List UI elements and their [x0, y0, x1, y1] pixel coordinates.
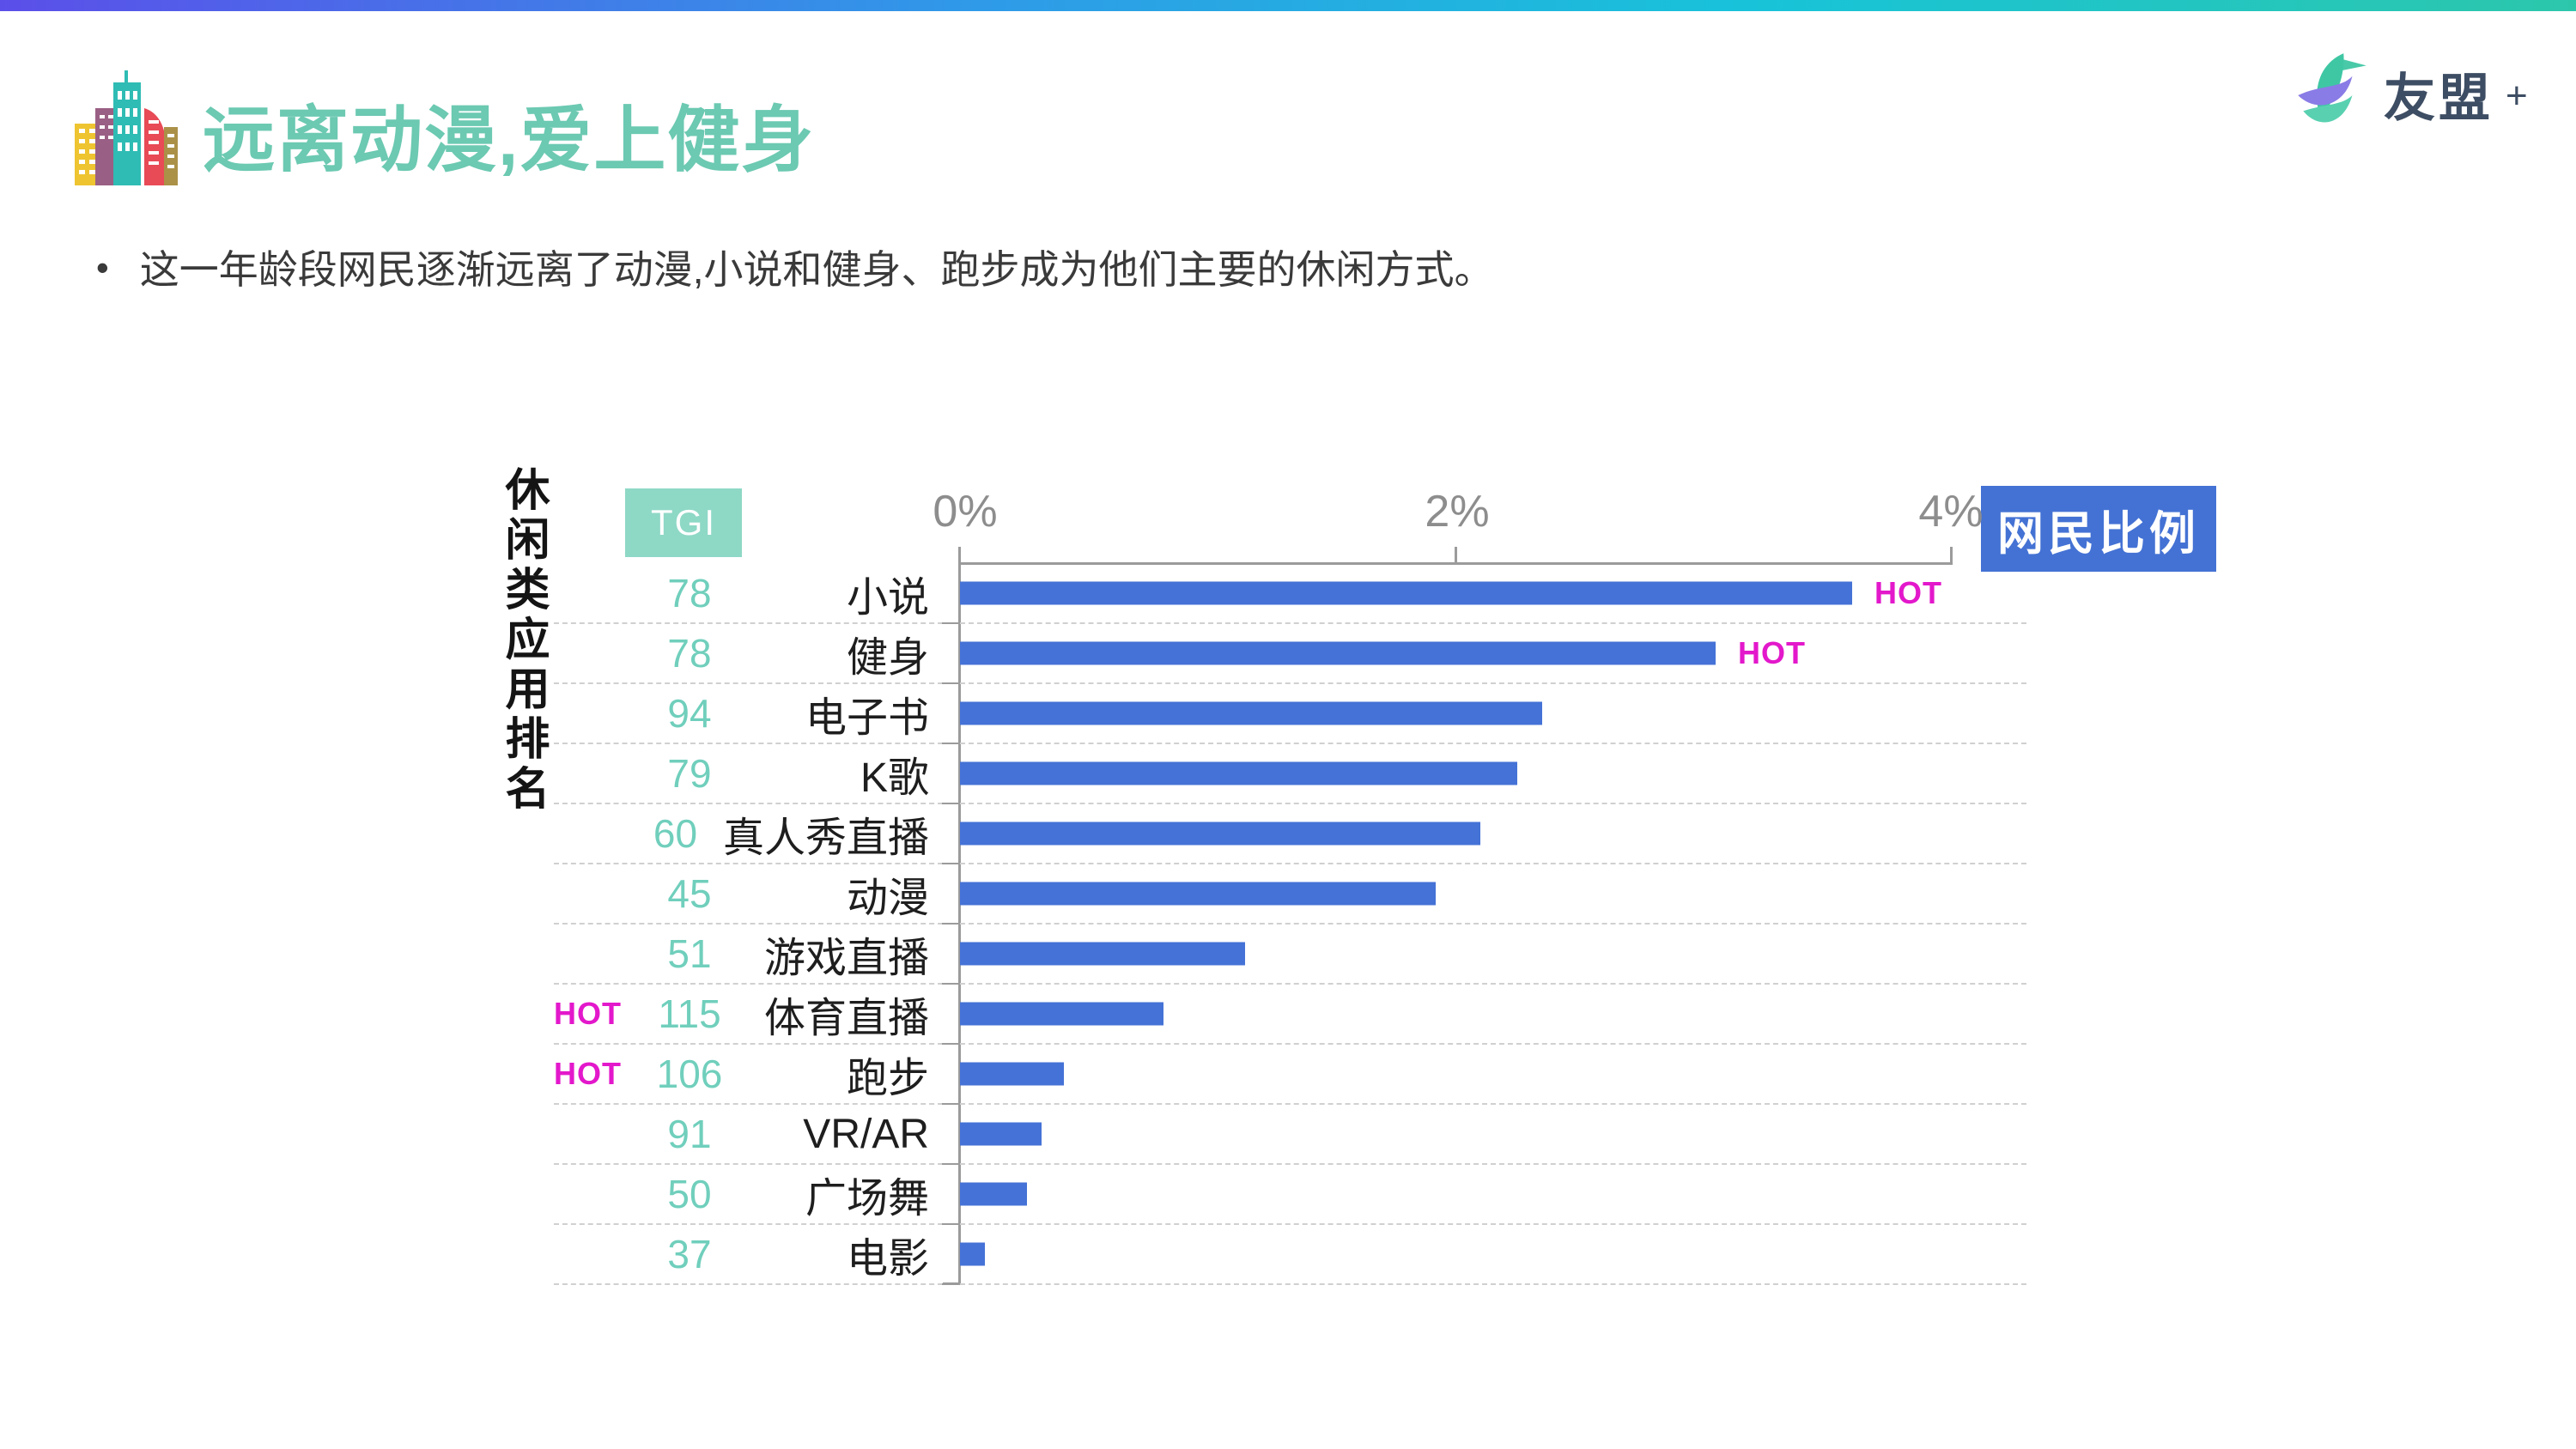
axis-tick-4pct	[1950, 547, 1953, 563]
axis-vertical-line	[958, 547, 961, 1285]
chart-left-rows: 78 小说 78 健身 94 电子书 79 K歌 60 真人秀直播 45 动漫 51 游戏直播 HOT 115…	[554, 564, 951, 1285]
bullet-text: 这一年龄段网民逐渐远离了动漫,小说和健身、跑步成为他们主要的休闲方式。	[139, 247, 1494, 292]
bullet-marker: •	[96, 247, 109, 288]
hot-badge-right: HOT	[1738, 635, 1806, 670]
bar	[960, 1242, 985, 1266]
category-label: 真人秀直播	[722, 815, 929, 861]
tgi-value: 79	[667, 751, 712, 796]
chart-row	[942, 1045, 2026, 1105]
bar	[960, 1002, 1163, 1026]
category-label: 小说	[846, 575, 929, 621]
chart-row	[942, 1105, 2026, 1165]
bar	[960, 942, 1245, 966]
chart-row-labels: 79 K歌	[554, 744, 951, 804]
chart-row	[942, 864, 2026, 925]
tgi-value: 45	[667, 871, 712, 916]
chart-row	[942, 1165, 2026, 1225]
hot-badge-right: HOT	[1874, 575, 1942, 610]
category-label: 广场舞	[805, 1176, 929, 1222]
chart-row: HOT	[942, 624, 2026, 684]
category-label: VR/AR	[803, 1111, 929, 1157]
chart-row	[942, 804, 2026, 864]
chart-row-labels: 51 游戏直播	[554, 925, 951, 985]
chart-row	[942, 684, 2026, 744]
chart-row	[942, 985, 2026, 1045]
tgi-value: 60	[653, 811, 698, 856]
page-title: 远离动漫,爱上健身	[203, 100, 816, 180]
tgi-value: 106	[656, 1052, 723, 1096]
bar	[960, 1062, 1064, 1086]
bar	[960, 882, 1436, 906]
x-tick-label-0: 0%	[933, 487, 998, 537]
chart-row	[942, 1225, 2026, 1285]
axis-top-line	[960, 562, 1953, 565]
bar	[960, 1122, 1042, 1146]
logo-text: 友盟	[2384, 69, 2494, 127]
city-skyline-icon	[73, 70, 179, 187]
category-label: 健身	[846, 635, 929, 681]
axis-tick-2pct	[1455, 547, 1457, 563]
bar	[960, 581, 1852, 605]
chart-row-labels: HOT 106 跑步	[554, 1045, 951, 1105]
tgi-value: 94	[667, 691, 712, 736]
chart-row-labels: 37 电影	[554, 1225, 951, 1285]
category-label: 电影	[846, 1236, 929, 1282]
category-label: 动漫	[846, 876, 929, 921]
chart-row-labels: 60 真人秀直播	[554, 804, 951, 864]
tgi-value: 37	[667, 1232, 712, 1276]
bar	[960, 701, 1542, 725]
logo-plus-sign: +	[2506, 75, 2528, 117]
x-tick-label-2: 2%	[1425, 487, 1490, 537]
tgi-value: 91	[667, 1112, 712, 1156]
bar	[960, 641, 1716, 665]
category-label: K歌	[860, 755, 929, 801]
tgi-value: 50	[667, 1172, 712, 1216]
tgi-value: 78	[667, 571, 712, 615]
category-label: 跑步	[846, 1056, 929, 1101]
bar	[960, 1182, 1027, 1206]
tgi-value: 78	[667, 631, 712, 676]
chart-row: HOT	[942, 564, 2026, 624]
chart-bar-rows: HOT HOT	[942, 564, 2026, 1285]
bar	[960, 761, 1517, 785]
chart-row	[942, 925, 2026, 985]
top-gradient-bar	[0, 0, 2576, 11]
bar	[960, 822, 1480, 846]
chart-row-labels: 91 VR/AR	[554, 1105, 951, 1165]
chart-row-labels: 45 动漫	[554, 864, 951, 925]
chart-row-labels: 78 健身	[554, 624, 951, 684]
hot-badge-left: HOT	[554, 996, 622, 1031]
value-axis-label-badge: 网民比例	[1981, 486, 2216, 572]
category-label: 游戏直播	[763, 936, 929, 981]
umeng-logo: 友盟 +	[2291, 50, 2528, 137]
category-label: 电子书	[805, 695, 929, 741]
bullet-item: • 这一年龄段网民逐渐远离了动漫,小说和健身、跑步成为他们主要的休闲方式。	[96, 246, 1494, 295]
tgi-value: 115	[658, 991, 721, 1036]
x-tick-label-4: 4%	[1918, 487, 1984, 537]
chart-row-labels: HOT 115 体育直播	[554, 985, 951, 1045]
chart-axis-title: 休闲类应用排名	[498, 466, 548, 815]
tgi-header-box: TGI	[625, 488, 742, 557]
chart-row	[942, 744, 2026, 804]
tgi-value: 51	[667, 931, 712, 976]
chart-row-labels: 78 小说	[554, 564, 951, 624]
chart-row-labels: 94 电子书	[554, 684, 951, 744]
hot-badge-left: HOT	[554, 1056, 622, 1091]
chart-row-labels: 50 广场舞	[554, 1165, 951, 1225]
hummingbird-icon	[2298, 53, 2366, 123]
category-label: 体育直播	[763, 996, 929, 1041]
